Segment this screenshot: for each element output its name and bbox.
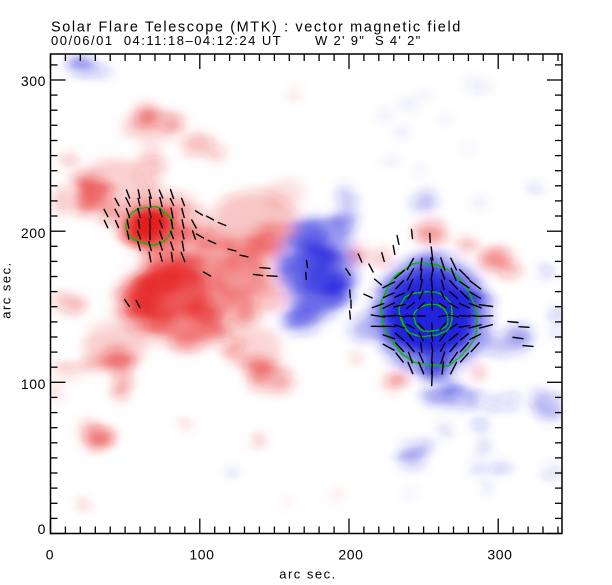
- svg-text:00/06/01 04:11:18–04:12:24 UT: 00/06/01 04:11:18–04:12:24 UT: [51, 33, 282, 48]
- svg-text:100: 100: [21, 376, 46, 392]
- svg-text:0: 0: [38, 521, 46, 537]
- svg-text:200: 200: [338, 547, 363, 563]
- svg-text:100: 100: [189, 547, 214, 563]
- svg-text:arc sec.: arc sec.: [279, 567, 337, 582]
- svg-text:200: 200: [21, 225, 46, 241]
- svg-text:300: 300: [21, 73, 46, 89]
- svg-text:300: 300: [487, 547, 512, 563]
- svg-text:Solar Flare Telescope (MTK) :: Solar Flare Telescope (MTK) : vector mag…: [51, 20, 462, 36]
- svg-text:0: 0: [46, 547, 54, 563]
- svg-text:arc sec.: arc sec.: [0, 261, 14, 319]
- svg-text:W 2' 9" S 4' 2": W 2' 9" S 4' 2": [315, 33, 422, 48]
